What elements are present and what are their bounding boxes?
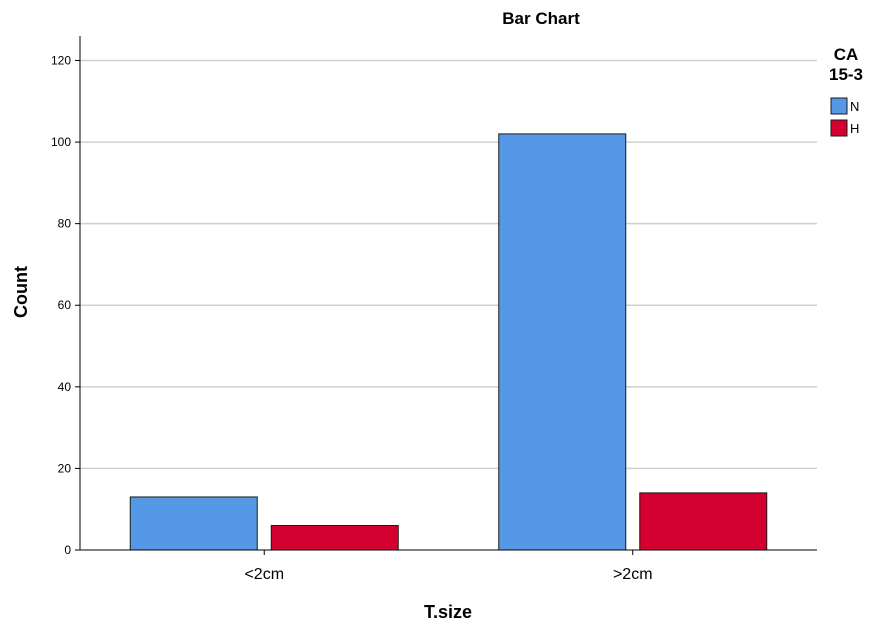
axes bbox=[79, 36, 817, 551]
legend: CA 15-3 NH bbox=[829, 45, 863, 137]
legend-title-line-1: CA bbox=[834, 45, 859, 64]
legend-label-H: H bbox=[850, 121, 859, 136]
x-tick-label: >2cm bbox=[613, 566, 653, 583]
legend-title-line-2: 15-3 bbox=[829, 65, 863, 84]
x-tick-label: <2cm bbox=[244, 566, 284, 583]
bar-N-1 bbox=[498, 133, 627, 551]
bar-N-0 bbox=[129, 496, 258, 551]
legend-label-N: N bbox=[850, 99, 859, 114]
y-tick-label: 100 bbox=[51, 135, 71, 149]
y-tick-label: 60 bbox=[58, 298, 72, 312]
y-tick-label: 40 bbox=[58, 380, 72, 394]
bars bbox=[129, 133, 768, 551]
bar-H-1 bbox=[639, 492, 768, 551]
y-axis-title: Count bbox=[11, 266, 31, 318]
y-tick-label: 80 bbox=[58, 217, 72, 231]
x-axis-ticks: <2cm >2cm bbox=[244, 550, 653, 583]
gridlines bbox=[80, 59, 817, 470]
bar-H-0 bbox=[270, 525, 399, 551]
legend-swatch-N bbox=[830, 97, 848, 115]
y-tick-label: 0 bbox=[64, 543, 71, 557]
x-axis-title: T.size bbox=[424, 602, 472, 622]
legend-items: NH bbox=[830, 97, 859, 137]
legend-swatch-H bbox=[830, 119, 848, 137]
chart-title: Bar Chart bbox=[502, 9, 580, 28]
y-tick-label: 120 bbox=[51, 53, 71, 67]
y-axis-ticks: 0 20 40 60 80 100 120 bbox=[51, 53, 80, 557]
y-tick-label: 20 bbox=[58, 461, 72, 475]
